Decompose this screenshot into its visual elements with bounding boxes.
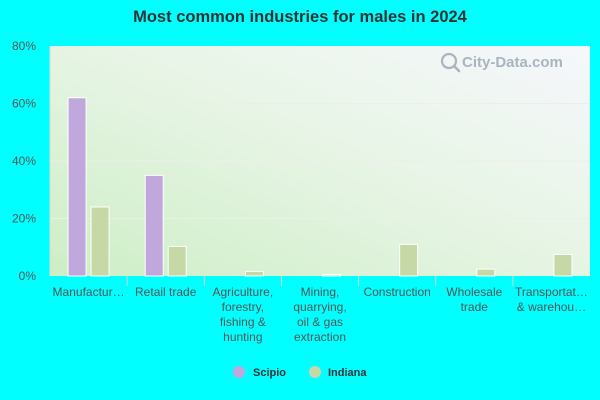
- legend-label-scipio: Scipio: [253, 367, 286, 379]
- bar-indiana-6: [476, 268, 496, 277]
- bar-indiana-4: [322, 274, 341, 277]
- x-category-label: Retail trade: [135, 285, 197, 299]
- y-tick-label: 20%: [12, 212, 36, 226]
- x-category-label: Manufactur…: [53, 285, 125, 299]
- bar-indiana-3: [244, 270, 264, 277]
- y-tick-label: 0%: [19, 269, 37, 283]
- x-category-label: Wholesale trade: [446, 285, 502, 314]
- legend-swatch-scipio: [233, 366, 245, 378]
- y-tick-label: 40%: [12, 154, 36, 168]
- x-category-label: Transportat… & warehou…: [515, 285, 588, 314]
- bar-indiana-2: [167, 245, 187, 277]
- watermark: City-Data.com: [440, 52, 563, 73]
- magnifier-icon: [440, 52, 461, 73]
- watermark-text: City-Data.com: [462, 54, 563, 71]
- y-tick-label: 80%: [12, 39, 36, 53]
- bar-indiana-1: [90, 206, 110, 277]
- bar-indiana-5: [399, 243, 419, 277]
- bar-scipio-1: [67, 97, 87, 277]
- grid-lines: [50, 103, 590, 219]
- chart-title: Most common industries for males in 2024: [133, 8, 467, 26]
- x-category-label: Agriculture, forestry, fishing & hunting: [213, 285, 274, 344]
- legend-swatch-indiana: [309, 366, 321, 378]
- legend: Scipio Indiana: [233, 366, 367, 379]
- x-category-label: Mining, quarrying, oil & gas extraction: [293, 285, 346, 344]
- bar-indiana-7: [553, 253, 573, 277]
- y-tick-label: 60%: [12, 97, 36, 111]
- bar-scipio-2: [144, 174, 164, 277]
- x-category-label: Construction: [363, 285, 430, 299]
- bars: [67, 97, 573, 277]
- legend-label-indiana: Indiana: [328, 367, 367, 379]
- x-axis: Manufactur… Retail trade Agriculture, fores…: [53, 276, 588, 344]
- y-axis: 0% 20% 40% 60% 80%: [12, 39, 51, 283]
